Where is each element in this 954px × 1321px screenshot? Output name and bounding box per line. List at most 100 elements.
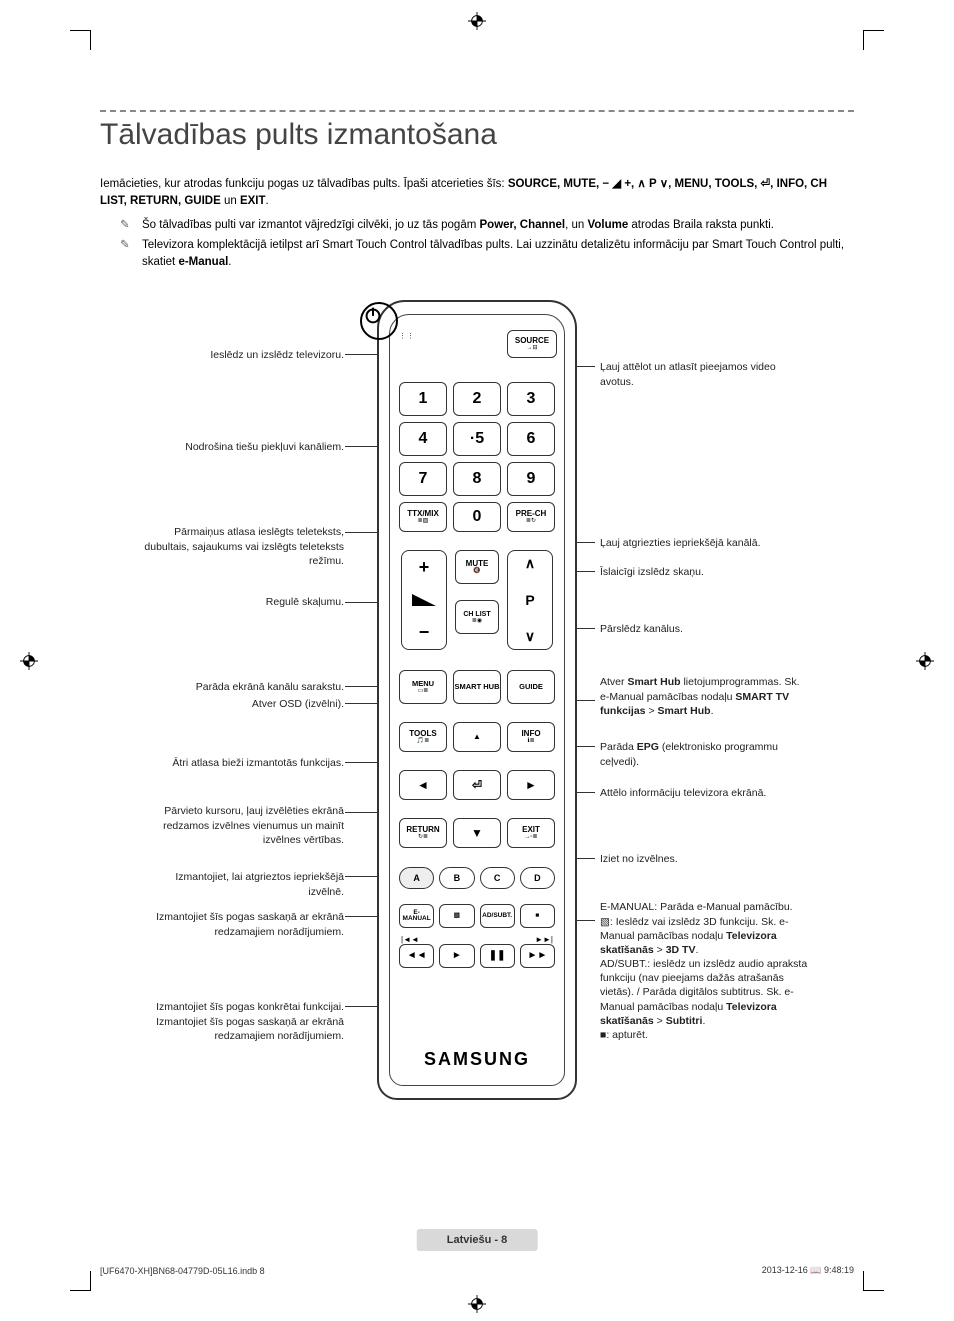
enter-button[interactable]: ⏎ [453, 770, 501, 800]
3d-icon: ▧ [600, 916, 610, 928]
info-button[interactable]: INFOℹ≣ [507, 722, 555, 752]
callout-return: Izmantojiet, lai atgrieztos iepriekšējā … [144, 870, 344, 898]
text: E-MANUAL: Parāda e-Manual pamācību. [600, 901, 793, 913]
green-b-button[interactable]: B [439, 867, 474, 889]
note-bold: Power, Channel [480, 219, 566, 231]
source-sub-icon: →⊟ [526, 345, 537, 351]
pause-button[interactable]: ❚❚ [480, 944, 515, 968]
3d-button[interactable]: ▧ [439, 904, 474, 928]
btn-label: MUTE [466, 560, 489, 568]
ir-led-dots: ⋮⋮ [399, 332, 415, 340]
smarthub-button[interactable]: SMART HUB [453, 670, 501, 704]
source-button[interactable]: SOURCE →⊟ [507, 330, 557, 358]
text: . [711, 705, 714, 717]
callout-guide: Parāda EPG (elektronisko programmu ceļve… [600, 740, 800, 768]
power-icon [362, 304, 384, 326]
note-text: Televizora komplektācijā ietilpst arī Sm… [142, 237, 854, 270]
bold: Smart Hub [658, 705, 711, 717]
red-a-button[interactable]: A [399, 867, 434, 889]
text: > [646, 705, 658, 717]
btn-label: SOURCE [515, 337, 549, 345]
intro-text: un [221, 195, 240, 207]
stop-button[interactable]: ■ [520, 904, 555, 928]
return-button[interactable]: RETURN↻≣ [399, 818, 447, 848]
callout-tools: Ātri atlasa bieži izmantotās funkcijas. [144, 756, 344, 770]
num-7-button[interactable]: 7 [399, 462, 447, 496]
ttx-button[interactable]: TTX/MIX≣▨ [399, 502, 447, 532]
prech-sub-icon: ≣↻ [526, 518, 536, 524]
exit-button[interactable]: EXIT→▫≣ [507, 818, 555, 848]
note-text-part: . [228, 256, 231, 268]
num-2-button[interactable]: 2 [453, 382, 501, 416]
callout-prech: Ļauj atgriezties iepriekšējā kanālā. [600, 536, 800, 550]
callout-source: Ļauj attēlot un atlasīt pieejamos video … [600, 360, 800, 388]
guide-button[interactable]: GUIDE [507, 670, 555, 704]
play-button[interactable]: ► [439, 944, 474, 968]
btn-label: TTX/MIX [407, 510, 439, 518]
crop-mark [864, 1290, 884, 1291]
ttx-sub-icon: ≣▨ [418, 518, 429, 524]
bold: Subtitri [666, 1015, 703, 1027]
emanual-button[interactable]: E-MANUAL [399, 904, 434, 928]
note-bold: e-Manual [178, 256, 228, 268]
arrow-left-button[interactable]: ◄ [399, 770, 447, 800]
chlist-sub-icon: ≣◉ [472, 618, 482, 624]
registration-mark-icon [20, 652, 38, 670]
arrow-right-button[interactable]: ► [507, 770, 555, 800]
note-icon: ✎ [120, 237, 134, 270]
num-9-button[interactable]: 9 [507, 462, 555, 496]
yellow-c-button[interactable]: C [480, 867, 515, 889]
text: . [695, 944, 698, 956]
row-menu: MENU▭≣ SMART HUB GUIDE [399, 670, 555, 704]
note-icon: ✎ [120, 217, 134, 234]
ch-down-icon: ∨ [525, 628, 535, 645]
callout-arrows: Pārvieto kursoru, ļauj izvēlēties ekrānā… [144, 804, 344, 847]
text: Atver [600, 676, 627, 688]
rewind-button[interactable]: ◄◄ [399, 944, 434, 968]
num-4-button[interactable]: 4 [399, 422, 447, 456]
num-8-button[interactable]: 8 [453, 462, 501, 496]
volume-rocker[interactable]: + − [401, 550, 447, 650]
num-3-button[interactable]: 3 [507, 382, 555, 416]
menu-button[interactable]: MENU▭≣ [399, 670, 447, 704]
text: . [702, 1015, 705, 1027]
text: Parāda [600, 741, 637, 753]
crop-mark [90, 1271, 91, 1291]
num-5-button[interactable]: ·5 [453, 422, 501, 456]
num-1-button[interactable]: 1 [399, 382, 447, 416]
blue-d-button[interactable]: D [520, 867, 555, 889]
adsubt-button[interactable]: AD/SUBT. [480, 904, 515, 928]
note-bold: Volume [588, 219, 629, 231]
arrow-up-button[interactable]: ▲ [453, 722, 501, 752]
num-0-button[interactable]: 0 [453, 502, 501, 532]
tools-button[interactable]: TOOLS🎵≣ [399, 722, 447, 752]
power-button[interactable] [360, 302, 398, 340]
callout-power: Ieslēdz un izslēdz televizoru. [144, 348, 344, 362]
callout-exit: Iziet no izvēlnes. [600, 852, 800, 866]
crop-mark [70, 30, 90, 31]
footer-filename: [UF6470-XH]BN68-04779D-05L16.indb 8 [100, 1266, 265, 1276]
btn-label: RETURN [406, 826, 439, 834]
color-buttons-row: A B C D [399, 867, 555, 889]
text: > [654, 944, 666, 956]
callout-transport: Izmantojiet šīs pogas konkrētai funkcija… [144, 1000, 344, 1043]
num-6-button[interactable]: 6 [507, 422, 555, 456]
arrow-down-button[interactable]: ▼ [453, 818, 501, 848]
exit-sub-icon: →▫≣ [524, 834, 537, 840]
channel-rocker[interactable]: ∧ P ∨ [507, 550, 553, 650]
next-track-icon: ►►| [535, 935, 553, 944]
registration-mark-icon [468, 1295, 486, 1313]
prev-track-icon: |◄◄ [401, 935, 419, 944]
divider-dashed [100, 110, 854, 112]
callout-ttx: Pārmaiņus atlasa ieslēgts teleteksts, du… [144, 525, 344, 568]
callout-smarthub: Atver Smart Hub lietojumprogrammas. Sk. … [600, 675, 800, 718]
prech-button[interactable]: PRE-CH≣↻ [507, 502, 555, 532]
ffwd-button[interactable]: ►► [520, 944, 555, 968]
mute-button[interactable]: MUTE🔇 [455, 550, 499, 584]
note-text-part: Šo tālvadības pulti var izmantot vājredz… [142, 219, 480, 231]
note-text-part: , un [565, 219, 587, 231]
vol-speaker-icon [412, 594, 436, 606]
ch-label: P [525, 592, 534, 608]
row-return: RETURN↻≣ ▼ EXIT→▫≣ [399, 818, 555, 848]
chlist-button[interactable]: CH LIST≣◉ [455, 600, 499, 634]
